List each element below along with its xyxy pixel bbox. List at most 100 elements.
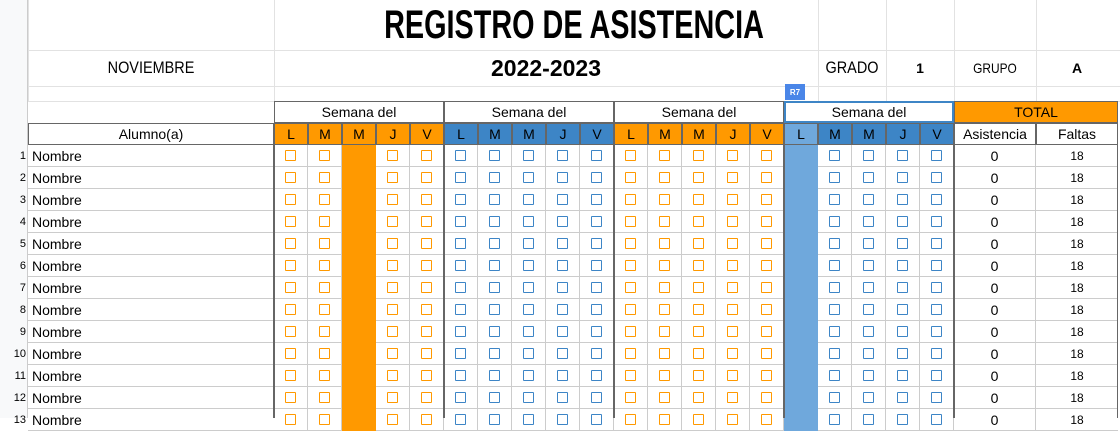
- checkbox[interactable]: [829, 370, 840, 381]
- checkbox[interactable]: [693, 216, 704, 227]
- checkbox[interactable]: [897, 194, 908, 205]
- checkbox[interactable]: [829, 194, 840, 205]
- checkbox[interactable]: [455, 194, 466, 205]
- checkbox[interactable]: [897, 172, 908, 183]
- checkbox[interactable]: [421, 304, 432, 315]
- checkbox[interactable]: [285, 150, 296, 161]
- checkbox[interactable]: [829, 326, 840, 337]
- checkbox[interactable]: [285, 260, 296, 271]
- checkbox[interactable]: [761, 238, 772, 249]
- checkbox[interactable]: [863, 392, 874, 403]
- checkbox[interactable]: [761, 304, 772, 315]
- checkbox[interactable]: [557, 172, 568, 183]
- checkbox[interactable]: [591, 150, 602, 161]
- checkbox[interactable]: [319, 216, 330, 227]
- checkbox[interactable]: [387, 238, 398, 249]
- checkbox[interactable]: [659, 370, 670, 381]
- student-name[interactable]: Nombre: [28, 277, 274, 299]
- checkbox[interactable]: [761, 392, 772, 403]
- checkbox[interactable]: [829, 304, 840, 315]
- checkbox[interactable]: [693, 304, 704, 315]
- checkbox[interactable]: [863, 238, 874, 249]
- checkbox[interactable]: [659, 348, 670, 359]
- checkbox[interactable]: [625, 282, 636, 293]
- checkbox[interactable]: [455, 150, 466, 161]
- checkbox[interactable]: [727, 414, 738, 425]
- checkbox[interactable]: [591, 414, 602, 425]
- checkbox[interactable]: [557, 238, 568, 249]
- checkbox[interactable]: [523, 392, 534, 403]
- checkbox[interactable]: [863, 304, 874, 315]
- checkbox[interactable]: [761, 282, 772, 293]
- checkbox[interactable]: [319, 238, 330, 249]
- checkbox[interactable]: [489, 348, 500, 359]
- checkbox[interactable]: [897, 216, 908, 227]
- checkbox[interactable]: [285, 238, 296, 249]
- checkbox[interactable]: [897, 392, 908, 403]
- checkbox[interactable]: [489, 282, 500, 293]
- checkbox[interactable]: [625, 348, 636, 359]
- checkbox[interactable]: [829, 216, 840, 227]
- checkbox[interactable]: [659, 216, 670, 227]
- checkbox[interactable]: [557, 260, 568, 271]
- checkbox[interactable]: [693, 370, 704, 381]
- checkbox[interactable]: [693, 348, 704, 359]
- checkbox[interactable]: [489, 238, 500, 249]
- checkbox[interactable]: [727, 216, 738, 227]
- checkbox[interactable]: [489, 392, 500, 403]
- checkbox[interactable]: [557, 392, 568, 403]
- checkbox[interactable]: [489, 194, 500, 205]
- checkbox[interactable]: [455, 414, 466, 425]
- checkbox[interactable]: [625, 414, 636, 425]
- checkbox[interactable]: [659, 260, 670, 271]
- checkbox[interactable]: [523, 414, 534, 425]
- checkbox[interactable]: [523, 238, 534, 249]
- checkbox[interactable]: [387, 326, 398, 337]
- checkbox[interactable]: [727, 194, 738, 205]
- checkbox[interactable]: [693, 150, 704, 161]
- checkbox[interactable]: [489, 216, 500, 227]
- checkbox[interactable]: [863, 282, 874, 293]
- checkbox[interactable]: [897, 260, 908, 271]
- checkbox[interactable]: [659, 238, 670, 249]
- checkbox[interactable]: [455, 238, 466, 249]
- checkbox[interactable]: [489, 260, 500, 271]
- checkbox[interactable]: [523, 326, 534, 337]
- checkbox[interactable]: [319, 304, 330, 315]
- checkbox[interactable]: [557, 150, 568, 161]
- checkbox[interactable]: [761, 260, 772, 271]
- checkbox[interactable]: [285, 370, 296, 381]
- checkbox[interactable]: [897, 370, 908, 381]
- checkbox[interactable]: [761, 194, 772, 205]
- checkbox[interactable]: [625, 150, 636, 161]
- checkbox[interactable]: [727, 260, 738, 271]
- checkbox[interactable]: [557, 194, 568, 205]
- student-name[interactable]: Nombre: [28, 189, 274, 211]
- checkbox[interactable]: [625, 326, 636, 337]
- checkbox[interactable]: [897, 348, 908, 359]
- checkbox[interactable]: [285, 282, 296, 293]
- checkbox[interactable]: [421, 326, 432, 337]
- checkbox[interactable]: [455, 370, 466, 381]
- checkbox[interactable]: [693, 172, 704, 183]
- checkbox[interactable]: [591, 282, 602, 293]
- checkbox[interactable]: [591, 370, 602, 381]
- student-name[interactable]: Nombre: [28, 321, 274, 343]
- checkbox[interactable]: [625, 194, 636, 205]
- checkbox[interactable]: [591, 238, 602, 249]
- checkbox[interactable]: [489, 304, 500, 315]
- checkbox[interactable]: [387, 414, 398, 425]
- checkbox[interactable]: [319, 194, 330, 205]
- checkbox[interactable]: [455, 392, 466, 403]
- checkbox[interactable]: [693, 326, 704, 337]
- checkbox[interactable]: [591, 304, 602, 315]
- checkbox[interactable]: [319, 348, 330, 359]
- checkbox[interactable]: [523, 282, 534, 293]
- checkbox[interactable]: [285, 304, 296, 315]
- checkbox[interactable]: [863, 370, 874, 381]
- checkbox[interactable]: [557, 414, 568, 425]
- checkbox[interactable]: [931, 172, 942, 183]
- checkbox[interactable]: [625, 172, 636, 183]
- checkbox[interactable]: [693, 414, 704, 425]
- checkbox[interactable]: [659, 282, 670, 293]
